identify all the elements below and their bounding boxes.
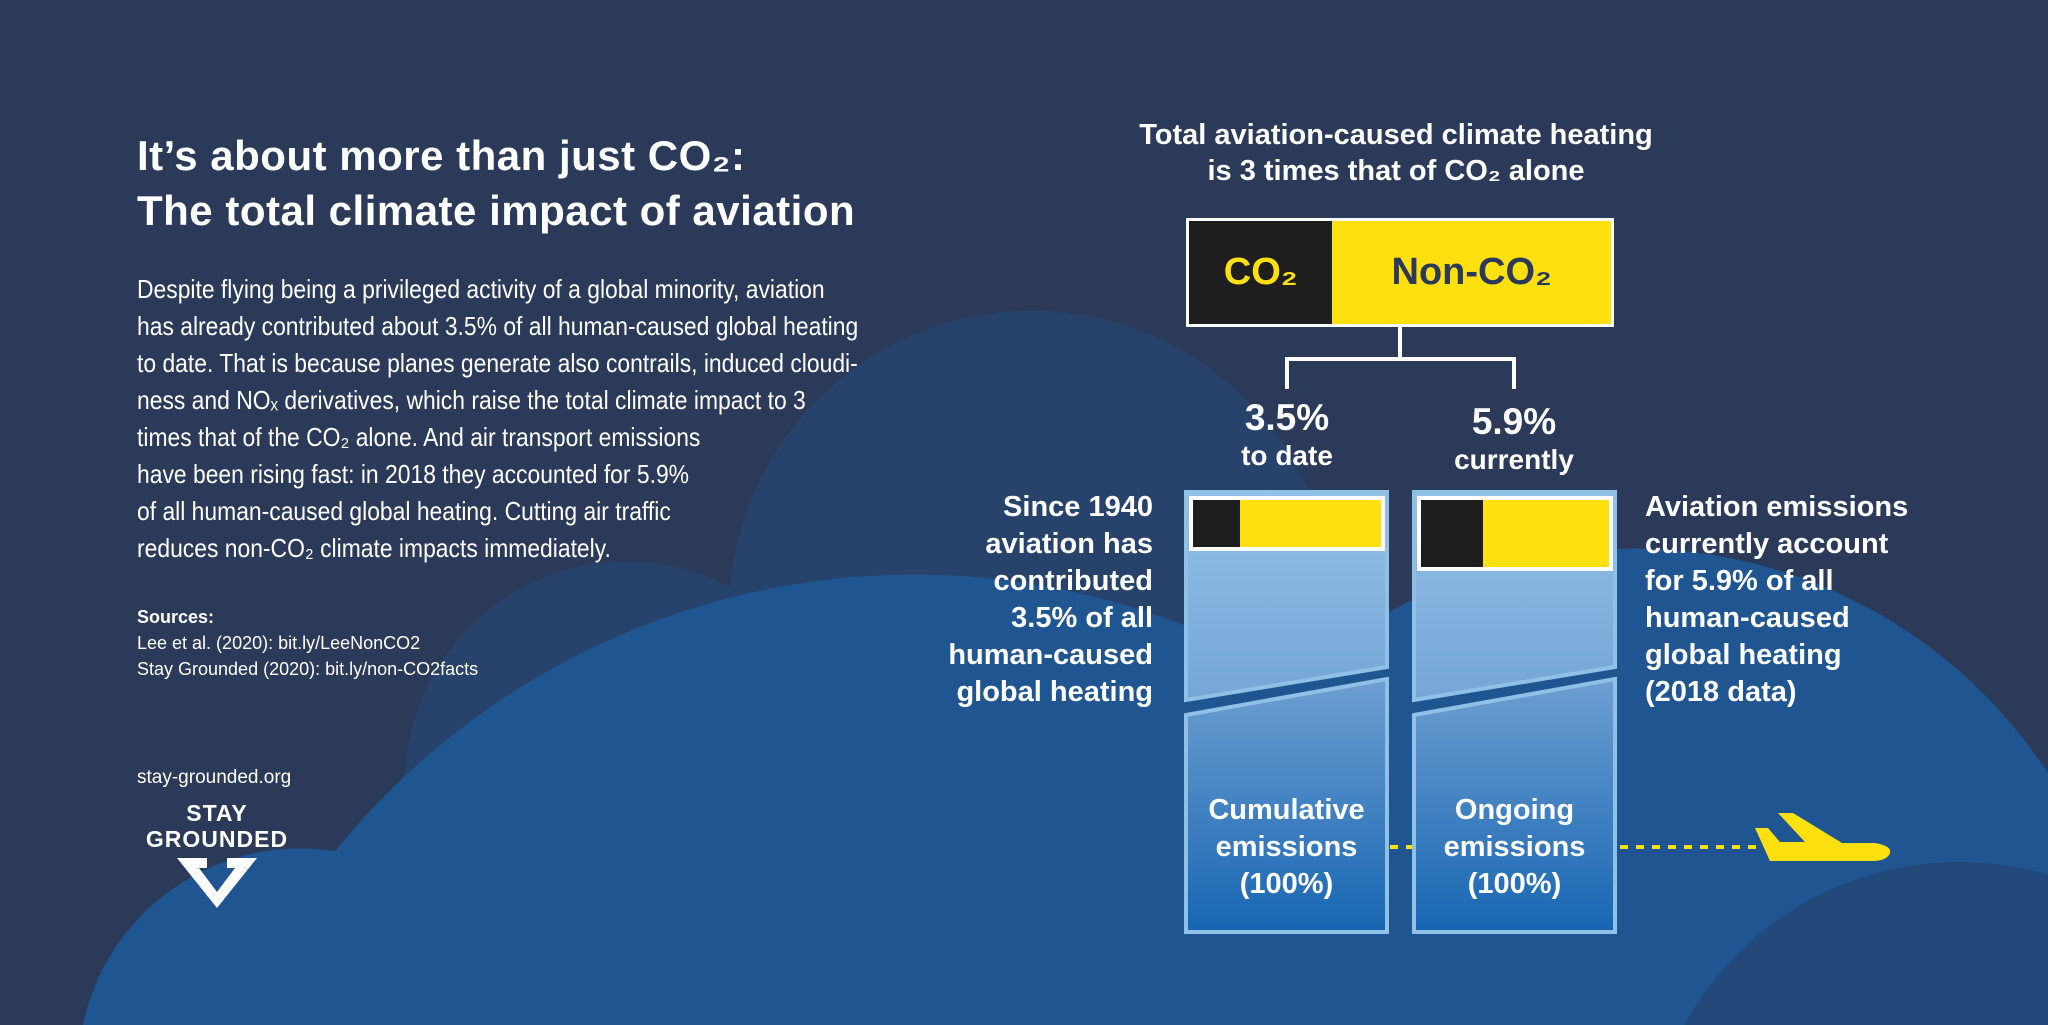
chart-title: Total aviation-caused climate heating is…: [1096, 117, 1696, 189]
ongoing-co2-mini-bar: [1417, 496, 1613, 571]
bracket-connector: [1285, 327, 1516, 389]
ongoing-description: Aviation emissions currently account for…: [1645, 489, 2005, 711]
ongoing-bar-label: Ongoing emissions (100%): [1413, 792, 1616, 903]
description-line: contributed: [993, 565, 1154, 597]
paragraph-line: reduces non-CO₂ climate impacts immediat…: [137, 533, 611, 563]
ongoing-sub: currently: [1454, 444, 1574, 475]
description-line: Since 1940: [1003, 491, 1153, 523]
paragraph-line: has already contributed about 3.5% of al…: [137, 311, 859, 341]
website-link[interactable]: stay-grounded.org: [137, 767, 292, 788]
cumulative-sub: to date: [1241, 440, 1333, 471]
description-line: aviation has: [985, 528, 1153, 560]
ongoing-value: 5.9%: [1471, 401, 1557, 442]
cloud-shape: [1683, 861, 2048, 1025]
logo-line-1: STAY: [186, 800, 248, 826]
source-link[interactable]: Stay Grounded (2020): bit.ly/non-CO2fact…: [137, 659, 479, 679]
description-line: currently account: [1645, 528, 1889, 560]
non-co2-segment: [1483, 500, 1609, 567]
chart-title-line-2: is 3 times that of CO₂ alone: [1207, 155, 1585, 187]
co2-segment: CO₂: [1189, 221, 1333, 324]
bar-label-line: emissions: [1443, 831, 1586, 863]
sources-label: Sources:: [137, 607, 215, 627]
title-line-2: The total climate impact of aviation: [137, 187, 856, 234]
cumulative-description: Since 1940 aviation has contributed 3.5%…: [853, 489, 1153, 711]
co2-segment: [1421, 500, 1484, 567]
title-line-1: It’s about more than just CO₂:: [137, 132, 746, 179]
bar-label-line: Cumulative: [1208, 794, 1365, 826]
description-line: global heating: [1645, 639, 1842, 671]
cumulative-co2-mini-bar: [1189, 496, 1385, 551]
non-co2-segment: [1240, 500, 1381, 547]
paragraph-line: times that of the CO₂ alone. And air tra…: [137, 422, 701, 452]
cumulative-percentage: 3.5% to date: [1167, 397, 1407, 473]
paragraph-line: ness and NOₓ derivatives, which raise th…: [137, 385, 806, 415]
source-link[interactable]: Lee et al. (2020): bit.ly/LeeNonCO2: [137, 633, 421, 653]
intro-paragraph: Despite flying being a privileged activi…: [137, 271, 858, 567]
paragraph-line: of all human-caused global heating. Cutt…: [137, 496, 671, 526]
logo-line-2: GROUNDED: [145, 826, 289, 852]
bar-label-line: emissions: [1215, 831, 1358, 863]
bar-label-line: (100%): [1467, 868, 1562, 900]
bar-label-line: (100%): [1239, 868, 1334, 900]
chart-title-line-1: Total aviation-caused climate heating: [1139, 119, 1653, 151]
non-co2-segment: Non-CO₂: [1332, 221, 1611, 324]
paragraph-line: have been rising fast: in 2018 they acco…: [137, 459, 690, 489]
cloud-shape: [83, 848, 518, 1025]
stay-grounded-logo: STAY GROUNDED: [137, 800, 297, 910]
cumulative-bar-label: Cumulative emissions (100%): [1185, 792, 1388, 903]
ongoing-bar-bottom: [1412, 676, 1617, 934]
description-line: (2018 data): [1645, 676, 1797, 708]
sources: Sources: Lee et al. (2020): bit.ly/LeeNo…: [137, 604, 478, 682]
description-line: global heating: [956, 676, 1153, 708]
paragraph-line: to date. That is because planes generate…: [137, 348, 858, 378]
page-title: It’s about more than just CO₂: The total…: [137, 128, 855, 238]
ongoing-percentage: 5.9% currently: [1394, 401, 1634, 477]
description-line: Aviation emissions: [1645, 491, 1909, 523]
description-line: 3.5% of all: [1011, 602, 1153, 634]
paragraph-line: Despite flying being a privileged activi…: [137, 274, 825, 304]
airplane-icon: [1755, 813, 1891, 861]
cumulative-value: 3.5%: [1244, 397, 1330, 438]
description-line: human-caused: [1645, 602, 1850, 634]
description-line: human-caused: [948, 639, 1153, 671]
bar-label-line: Ongoing: [1454, 794, 1575, 826]
cumulative-bar-bottom: [1184, 676, 1389, 934]
co2-segment: [1193, 500, 1240, 547]
v-logo-icon: [177, 858, 257, 908]
description-line: for 5.9% of all: [1645, 565, 1834, 597]
co2-split-box: CO₂ Non-CO₂: [1186, 218, 1614, 327]
